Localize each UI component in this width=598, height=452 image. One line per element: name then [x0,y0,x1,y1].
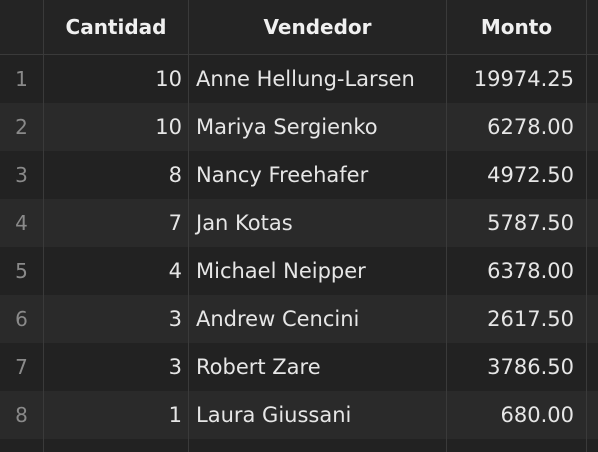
cantidad-cell[interactable]: 8 [44,151,189,199]
table-row[interactable]: 4 7 Jan Kotas 5787.50 [0,199,598,247]
table-row[interactable]: 6 3 Andrew Cencini 2617.50 [0,295,598,343]
cantidad-cell[interactable]: 7 [44,199,189,247]
row-number: 3 [0,151,44,199]
vendedor-cell[interactable]: Robert Zare [189,343,447,391]
column-filler [587,151,598,199]
row-number: 4 [0,199,44,247]
column-filler [587,55,598,103]
monto-cell[interactable]: 19974.25 [447,55,587,103]
vendedor-cell[interactable]: Nancy Freehafer [189,151,447,199]
row-number: 5 [0,247,44,295]
column-filler [587,103,598,151]
cantidad-cell[interactable]: 3 [44,343,189,391]
column-filler [587,199,598,247]
empty-row [0,439,598,452]
table-row[interactable]: 8 1 Laura Giussani 680.00 [0,391,598,439]
column-header-vendedor[interactable]: Vendedor [189,0,447,54]
table-row[interactable]: 5 4 Michael Neipper 6378.00 [0,247,598,295]
table-row[interactable]: 2 10 Mariya Sergienko 6278.00 [0,103,598,151]
monto-cell[interactable]: 2617.50 [447,295,587,343]
vendedor-cell[interactable]: Michael Neipper [189,247,447,295]
row-number-header [0,0,44,54]
monto-cell[interactable]: 3786.50 [447,343,587,391]
column-filler [587,343,598,391]
monto-cell[interactable]: 5787.50 [447,199,587,247]
cantidad-cell[interactable]: 10 [44,55,189,103]
table-header: Cantidad Vendedor Monto [0,0,598,55]
monto-cell[interactable]: 4972.50 [447,151,587,199]
column-filler [587,391,598,439]
column-filler [587,439,598,452]
row-number: 6 [0,295,44,343]
table-row[interactable]: 7 3 Robert Zare 3786.50 [0,343,598,391]
vendedor-cell[interactable]: Andrew Cencini [189,295,447,343]
column-filler [587,0,598,54]
column-filler [587,295,598,343]
column-filler [587,247,598,295]
vendedor-cell[interactable]: Mariya Sergienko [189,103,447,151]
cantidad-cell[interactable]: 10 [44,103,189,151]
empty-cell [44,439,189,452]
row-number-empty [0,439,44,452]
column-header-monto[interactable]: Monto [447,0,587,54]
empty-cell [189,439,447,452]
vendedor-cell[interactable]: Laura Giussani [189,391,447,439]
monto-cell[interactable]: 6278.00 [447,103,587,151]
column-header-cantidad[interactable]: Cantidad [44,0,189,54]
cantidad-cell[interactable]: 3 [44,295,189,343]
cantidad-cell[interactable]: 1 [44,391,189,439]
row-number: 2 [0,103,44,151]
vendedor-cell[interactable]: Jan Kotas [189,199,447,247]
empty-cell [447,439,587,452]
cantidad-cell[interactable]: 4 [44,247,189,295]
table-row[interactable]: 3 8 Nancy Freehafer 4972.50 [0,151,598,199]
monto-cell[interactable]: 680.00 [447,391,587,439]
row-number: 1 [0,55,44,103]
row-number: 8 [0,391,44,439]
row-number: 7 [0,343,44,391]
monto-cell[interactable]: 6378.00 [447,247,587,295]
vendedor-cell[interactable]: Anne Hellung-Larsen [189,55,447,103]
table-row[interactable]: 1 10 Anne Hellung-Larsen 19974.25 [0,55,598,103]
